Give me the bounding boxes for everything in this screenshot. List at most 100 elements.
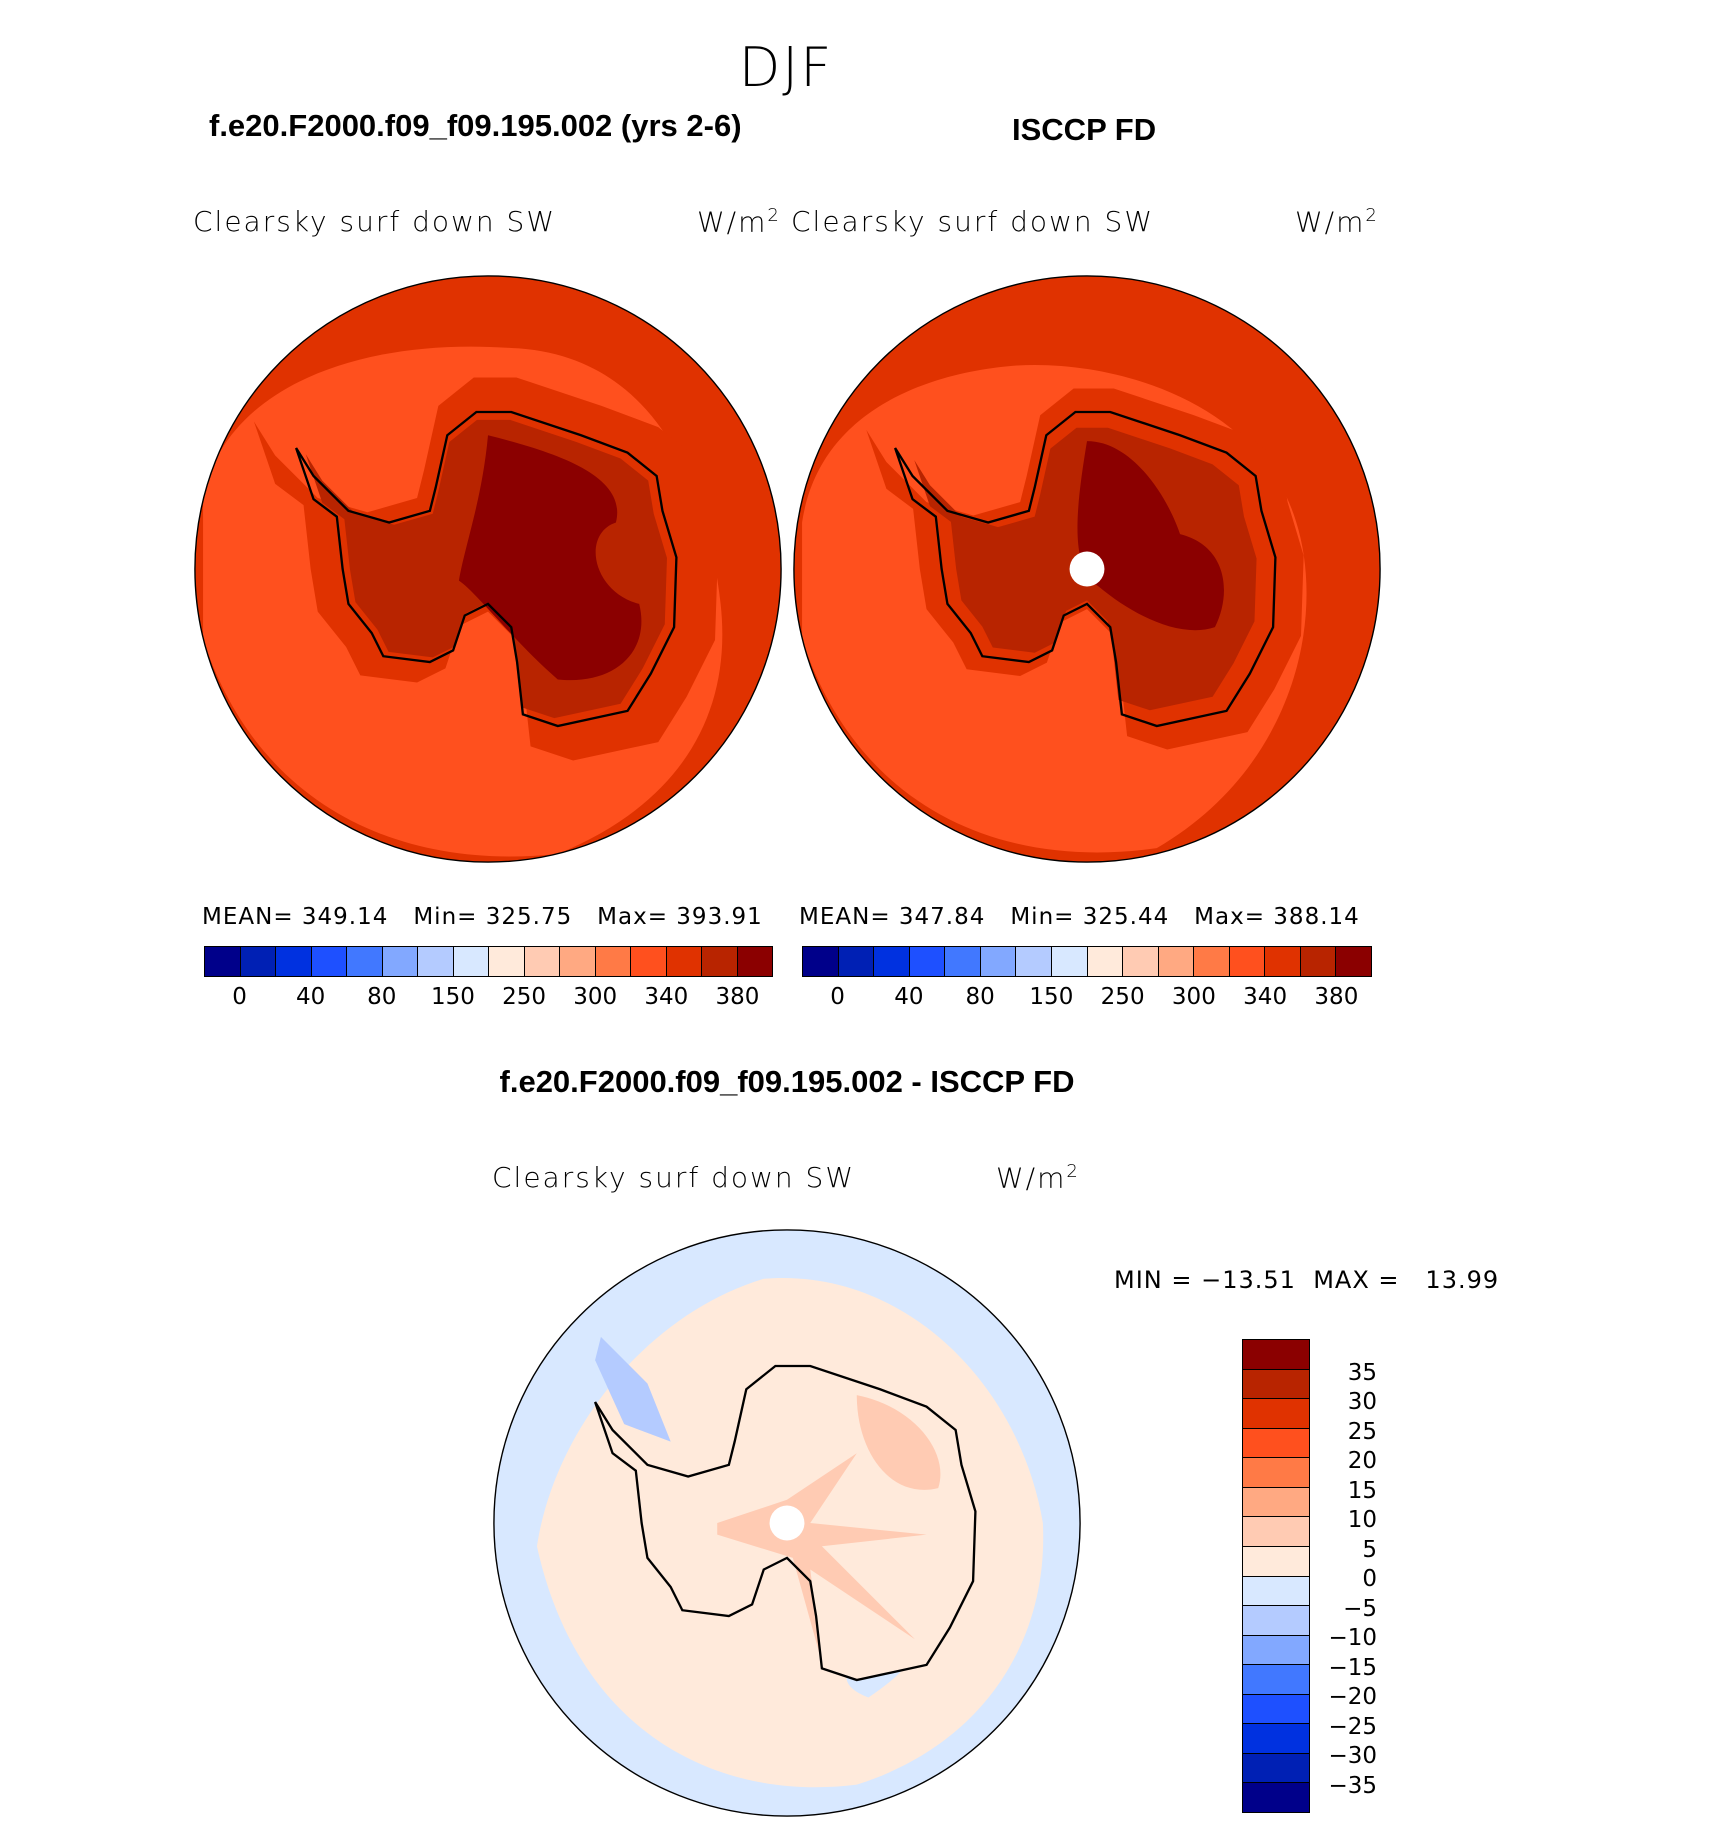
colorbar-tick-label: 80	[965, 984, 995, 1010]
colorbar-swatch	[240, 947, 276, 976]
units-exponent: 2	[1365, 205, 1379, 226]
colorbar-tick-label: −15	[1328, 1654, 1377, 1681]
colorbar-swatches	[204, 946, 773, 977]
diff-units-label: W/m2	[996, 1161, 1080, 1194]
colorbar-swatch	[1243, 1665, 1309, 1695]
colorbar-tick-label: −5	[1343, 1595, 1377, 1622]
colorbar-swatch	[560, 947, 596, 976]
colorbar-swatch	[1243, 1576, 1309, 1607]
colorbar-tick-label: 35	[1347, 1359, 1377, 1386]
colorbar-tick-label: 250	[502, 984, 547, 1010]
mean-value: 349.14	[301, 904, 389, 930]
colorbar-swatch	[205, 947, 241, 976]
colorbar-swatch	[803, 947, 839, 976]
colorbar-swatch	[1243, 1428, 1309, 1459]
colorbar-swatch	[418, 947, 454, 976]
mean-value: 347.84	[898, 904, 986, 930]
max-value: 388.14	[1273, 904, 1360, 930]
colorbar-swatch	[311, 947, 347, 976]
colorbar-swatch	[1265, 947, 1301, 976]
colorbar-swatch	[1243, 1340, 1309, 1370]
units-text: W/m	[996, 1161, 1067, 1195]
season-title: DJF	[738, 36, 834, 99]
colorbar-swatch	[382, 947, 418, 976]
colorbar-tick-label: 80	[367, 984, 397, 1010]
colorbar-tick-label: 150	[1029, 984, 1074, 1010]
colorbar-swatch	[1123, 947, 1159, 976]
colorbar-swatch	[1243, 1399, 1309, 1429]
units-exponent: 2	[1066, 1161, 1080, 1182]
colorbar-swatch	[1243, 1606, 1309, 1636]
colorbar-swatch	[524, 947, 560, 976]
colorbar-swatch	[1051, 947, 1088, 976]
max-value: 393.91	[676, 904, 763, 930]
colorbar-tick-label: −35	[1328, 1772, 1377, 1799]
colorbar-swatch	[489, 947, 525, 976]
colorbar-tick-label: −30	[1328, 1743, 1377, 1769]
colorbar-swatch	[737, 947, 772, 976]
colorbar-swatch	[874, 947, 910, 976]
colorbar-swatch	[1243, 1458, 1309, 1488]
obs-stats: MEAN= 347.84 Min= 325.44 Max= 388.14	[799, 904, 1360, 930]
colorbar-swatch	[1243, 1635, 1309, 1666]
colorbar-swatch	[631, 947, 667, 976]
colorbar-swatch	[1243, 1783, 1309, 1812]
colorbar-tick-label: 40	[296, 984, 326, 1010]
colorbar-swatch	[666, 947, 702, 976]
colorbar-tick-label: 40	[894, 984, 924, 1010]
max-label: Max=	[1194, 904, 1265, 930]
diff-stats: MIN = −13.51 MAX = 13.99	[1114, 1266, 1499, 1294]
colorbar-swatch	[1300, 947, 1337, 976]
colorbar-swatch	[1243, 1546, 1309, 1577]
colorbar-swatch	[595, 947, 631, 976]
obs-title: ISCCP FD	[1012, 112, 1157, 147]
colorbar-swatches	[1242, 1339, 1310, 1813]
colorbar-tick-label: 10	[1347, 1507, 1377, 1533]
colorbar-swatch	[1243, 1369, 1309, 1400]
colorbar-tick-label: −20	[1328, 1684, 1377, 1710]
obs-colorbar: 0 40 80 150 250 300 340 380	[802, 946, 1372, 1016]
colorbar-tick-label: 340	[644, 984, 689, 1010]
colorbar-tick-label: 300	[1171, 984, 1216, 1010]
min-label: Min=	[413, 904, 478, 930]
min-value: −13.51	[1201, 1266, 1296, 1294]
min-value: 325.44	[1082, 904, 1170, 930]
colorbar-swatch	[1336, 947, 1371, 976]
min-label: MIN =	[1114, 1266, 1193, 1294]
colorbar-tick-label: 20	[1347, 1448, 1377, 1474]
model-map	[194, 275, 782, 863]
model-variable-label: Clearsky surf down SW	[193, 205, 557, 238]
colorbar-swatch	[909, 947, 946, 976]
colorbar-swatches	[802, 946, 1372, 977]
colorbar-swatch	[1243, 1517, 1309, 1547]
min-label: Min=	[1010, 904, 1075, 930]
colorbar-swatch	[453, 947, 489, 976]
model-colorbar: 0 40 80 150 250 300 340 380	[204, 946, 773, 1016]
colorbar-tick-label: 30	[1347, 1389, 1377, 1415]
colorbar-swatch	[276, 947, 312, 976]
difference-colorbar: 35 30 25 20 15 10 5 0 −5 −10 −15 −20 −25 −30 −35	[1242, 1339, 1377, 1813]
colorbar-swatch	[838, 947, 875, 976]
colorbar-swatch	[1243, 1487, 1309, 1518]
colorbar-swatch	[945, 947, 981, 976]
diff-variable-label: Clearsky surf down SW	[492, 1161, 856, 1194]
colorbar-swatch	[1158, 947, 1195, 976]
mean-label: MEAN=	[799, 904, 891, 930]
max-label: Max=	[597, 904, 668, 930]
colorbar-swatch	[1243, 1694, 1309, 1725]
model-stats: MEAN= 349.14 Min= 325.75 Max= 393.91	[202, 904, 763, 930]
obs-units-label: W/m2	[1295, 205, 1379, 238]
colorbar-swatch	[1243, 1724, 1309, 1754]
model-title: f.e20.F2000.f09_f09.195.002 (yrs 2-6)	[209, 108, 742, 143]
colorbar-swatch	[1243, 1753, 1309, 1784]
colorbar-tick-label: 5	[1362, 1536, 1377, 1563]
colorbar-tick-label: 0	[232, 984, 247, 1010]
colorbar-swatch	[702, 947, 738, 976]
colorbar-tick-label: −25	[1328, 1713, 1377, 1740]
difference-title: f.e20.F2000.f09_f09.195.002 - ISCCP FD	[499, 1064, 1075, 1099]
colorbar-swatch	[980, 947, 1017, 976]
colorbar-tick-label: 15	[1347, 1477, 1377, 1504]
colorbar-tick-label: 300	[573, 984, 618, 1010]
difference-map	[493, 1229, 1081, 1817]
